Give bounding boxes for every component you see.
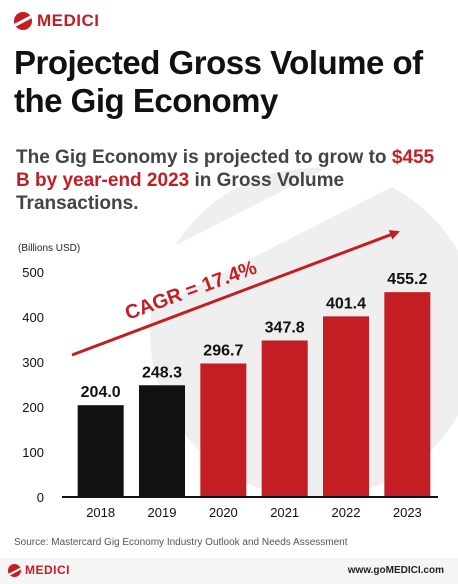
y-tick-label: 300 [22,355,44,370]
value-labels-group: 204.0 248.3 296.7 347.8 401.4 455.2 [81,271,428,401]
website-link[interactable]: www.goMEDICI.com [347,565,444,576]
x-tick-label-2018: 2018 [86,505,115,520]
bar-2018 [77,405,124,497]
y-axis: 0 100 200 300 400 500 [22,265,44,505]
bar-2020 [200,363,247,497]
medici-logo-text: MEDICI [37,11,100,30]
y-tick-label: 0 [37,490,44,505]
x-axis: 2018 2019 2020 2021 2022 2023 [86,505,422,520]
page-subtitle: The Gig Economy is projected to grow to … [16,146,436,215]
value-label-2022: 401.4 [326,295,366,312]
value-label-2019: 248.3 [142,364,182,381]
footer-bar [0,558,458,584]
value-label-2023: 455.2 [387,271,427,288]
x-tick-label-2020: 2020 [209,505,238,520]
source-note: Source: Mastercard Gig Economy Industry … [14,537,348,548]
value-label-2021: 347.8 [265,319,305,336]
cagr-arrow [71,230,400,357]
y-tick-label: 400 [22,310,44,325]
subtitle-highlight: $455 B by year-end 2023 [16,147,435,191]
value-label-2020: 296.7 [203,342,243,359]
footer-logo: MEDICI [8,563,70,577]
footer-logo-icon [8,563,21,577]
bar-2023 [384,292,431,497]
y-tick-label: 200 [22,400,44,415]
bar-2022 [323,316,369,497]
y-axis-unit-label: (Billions USD) [18,243,80,254]
medici-logo: MEDICI [14,11,100,31]
x-tick-label-2019: 2019 [148,505,177,520]
bars-group [77,292,431,497]
bar-2021 [261,340,308,497]
x-tick-label-2021: 2021 [270,505,299,520]
x-tick-label-2023: 2023 [393,505,422,520]
page-title: Projected Gross Volume of the Gig Econom… [14,44,423,119]
y-tick-label: 500 [22,265,44,280]
y-tick-label: 100 [22,445,44,460]
footer-logo-text: MEDICI [25,563,70,577]
medici-logo-icon [14,12,32,30]
subtitle-text-end: in Gross Volume Transactions. [16,170,345,214]
subtitle-text-start: The Gig Economy is projected to grow to [16,147,392,168]
bar-2019 [139,385,185,497]
value-label-2018: 204.0 [81,384,121,401]
x-tick-label-2022: 2022 [332,505,361,520]
